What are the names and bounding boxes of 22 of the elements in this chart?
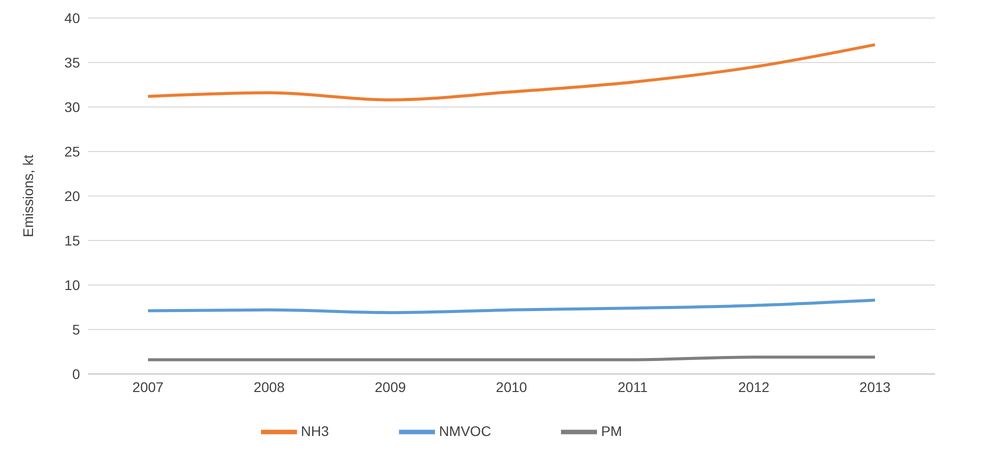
line-series: [146, 298, 876, 314]
y-tick-label: 30: [64, 98, 80, 115]
y-tick-label: 10: [64, 276, 80, 293]
y-tick-label: 20: [64, 188, 80, 204]
legend-label: NMVOC: [438, 422, 492, 439]
x-tick-label: 2008: [254, 378, 285, 395]
y-tick-label: 5: [72, 321, 80, 338]
legend-label: NH3: [300, 422, 329, 439]
line-series: [146, 43, 876, 102]
y-axis-title: Emissions, kt: [20, 154, 36, 238]
y-tick-label: 0: [72, 366, 80, 382]
x-tick-label: 2012: [738, 378, 770, 395]
x-tick-label: 2010: [496, 378, 528, 395]
y-tick-label: 25: [64, 143, 80, 160]
y-tick-label: 40: [64, 10, 80, 26]
x-tick-label: 2007: [132, 378, 164, 395]
x-tick-label: 2011: [618, 378, 648, 395]
x-tick-label: 2009: [374, 378, 406, 395]
y-tick-label: 35: [64, 54, 80, 70]
legend-label: PM: [601, 422, 622, 439]
y-tick-label: 15: [64, 232, 80, 248]
x-tick-label: 2013: [859, 378, 891, 395]
